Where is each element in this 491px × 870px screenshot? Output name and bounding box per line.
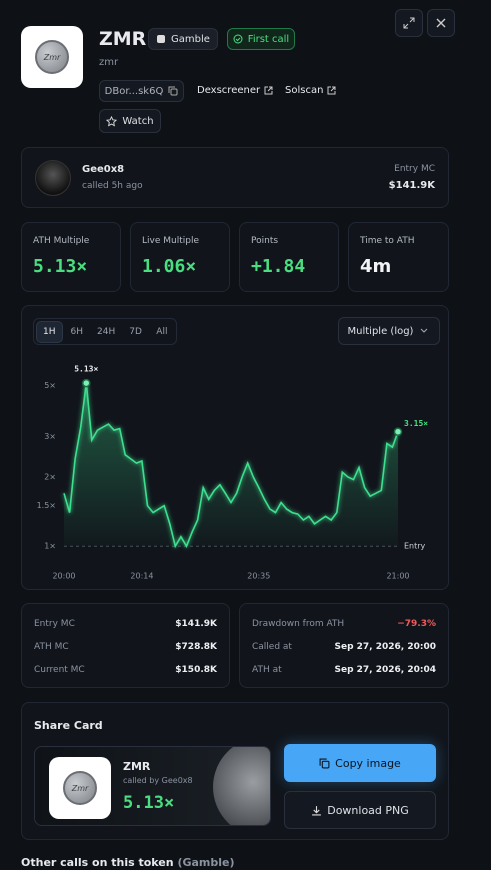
preview-sphere: [213, 747, 270, 825]
detail-row: Current MC $150.8K: [34, 662, 217, 678]
share-preview: Zmr ZMR called by Gee0x8 5.13×: [34, 746, 271, 826]
stat-value: 1.06×: [142, 256, 197, 277]
close-button[interactable]: [427, 9, 455, 37]
stat-label: ATH Multiple: [33, 236, 90, 246]
range-button[interactable]: All: [156, 326, 168, 337]
stat-card: Time to ATH 4m: [348, 222, 449, 292]
y-tick-label: 5×: [44, 381, 56, 390]
detail-label: ATH at: [252, 665, 282, 675]
y-tick-label: 3×: [44, 432, 56, 441]
detail-value: −79.3%: [397, 619, 436, 629]
preview-logo: Zmr: [49, 757, 111, 819]
caller-time: called 5h ago: [82, 181, 143, 191]
range-button[interactable]: 24H: [97, 326, 116, 337]
other-calls-text: Other calls on this token: [21, 856, 174, 869]
badge-text: Gamble: [171, 33, 210, 45]
detail-label: Current MC: [34, 665, 85, 675]
y-tick-label: 1×: [44, 542, 56, 551]
badge: First call: [227, 28, 295, 50]
detail-value: $141.9K: [175, 619, 217, 629]
detail-value: Sep 27, 2026, 20:00: [334, 642, 437, 652]
detail-label: Drawdown from ATH: [252, 619, 345, 629]
chart: 1× 1.5× 2× 3× 5× 20:00 20:14 20:35 21:00 Entry 5.1…: [37, 365, 429, 581]
detail-label: Called at: [252, 642, 292, 652]
range-button[interactable]: 1H: [36, 320, 63, 343]
stat-value: +1.84: [251, 256, 306, 277]
detail-value: $150.8K: [175, 665, 217, 675]
point-marker: [82, 378, 91, 388]
link[interactable]: Dexscreener: [197, 85, 273, 96]
range-button[interactable]: 7D: [129, 326, 142, 337]
x-tick-label: 20:14: [130, 572, 153, 581]
other-calls-tag: (Gamble): [177, 856, 235, 869]
download-text: Download PNG: [327, 803, 409, 817]
detail-value: Sep 27, 2026, 20:04: [334, 665, 437, 675]
value-label: 3.15×: [404, 419, 428, 428]
stat-card: Live Multiple 1.06×: [130, 222, 230, 292]
preview-name: ZMR: [123, 760, 151, 773]
copy-button[interactable]: Copy image: [284, 744, 436, 782]
download-button[interactable]: Download PNG: [284, 791, 436, 829]
logo-coin: Zmr: [63, 771, 97, 805]
detail-label: ATH MC: [34, 642, 69, 652]
entry-label: Entry MC: [394, 164, 435, 174]
value-label: 5.13×: [74, 365, 98, 374]
logo-coin: Zmr: [35, 40, 69, 74]
y-tick-label: 2×: [44, 473, 56, 482]
token-logo: Zmr: [21, 26, 83, 88]
range-button[interactable]: 6H: [70, 326, 84, 337]
x-tick-label: 21:00: [386, 572, 409, 581]
expand-button[interactable]: [395, 9, 423, 37]
badge: Gamble: [148, 28, 218, 50]
stat-label: Live Multiple: [142, 236, 199, 246]
detail-row: Called at Sep 27, 2026, 20:00: [252, 639, 436, 655]
entry-label: Entry: [404, 542, 426, 551]
address-chip[interactable]: DBor...sk6Q: [99, 80, 184, 102]
link-text: Solscan: [285, 85, 324, 96]
share-section: Share Card Zmr ZMR called by Gee0x8 5.13…: [21, 702, 449, 840]
point-marker: [393, 427, 403, 436]
badge-text: First call: [247, 33, 290, 45]
address: DBor...sk6Q: [104, 85, 164, 97]
line: [63, 382, 399, 549]
chart-card: 1H 6H 24H 7D All Multiple (log) 1× 1.5× 2× 3× 5×…: [21, 305, 449, 590]
stat-value: 4m: [360, 256, 392, 277]
token-title: ZMR: [99, 28, 147, 50]
detail-value: $728.8K: [175, 642, 217, 652]
stat-card: ATH Multiple 5.13×: [21, 222, 121, 292]
caller-avatar: [35, 160, 71, 196]
entry-value: $141.9K: [388, 180, 435, 191]
link-text: Dexscreener: [197, 85, 261, 96]
scale-dropdown[interactable]: Multiple (log): [338, 317, 440, 345]
scale-text: Multiple (log): [347, 325, 414, 337]
timing-card: Drawdown from ATH −79.3% Called at Sep 27, …: [239, 603, 449, 688]
link[interactable]: Solscan: [285, 85, 336, 96]
watch-button[interactable]: Watch: [99, 109, 161, 133]
detail-row: Drawdown from ATH −79.3%: [252, 616, 436, 632]
copy-text: Copy image: [335, 756, 401, 770]
other-calls-title: Other calls on this token (Gamble): [21, 856, 235, 869]
stat-card: Points +1.84: [239, 222, 339, 292]
area: [64, 383, 398, 547]
detail-label: Entry MC: [34, 619, 75, 629]
stat-value: 5.13×: [33, 256, 88, 277]
caller-card: Gee0x8 called 5h ago Entry MC $141.9K: [21, 147, 449, 208]
detail-row: ATH at Sep 27, 2026, 20:04: [252, 662, 436, 678]
range-selector: 1H 6H 24H 7D All: [33, 318, 177, 345]
x-tick-label: 20:00: [52, 572, 75, 581]
preview-multiple: 5.13×: [123, 793, 175, 813]
stat-label: Time to ATH: [360, 236, 415, 246]
market-card: Entry MC $141.9K ATH MC $728.8K Current MC $1…: [21, 603, 230, 688]
watch-text: Watch: [122, 115, 154, 127]
y-tick-label: 1.5×: [37, 501, 56, 510]
share-title: Share Card: [34, 719, 103, 732]
x-tick-label: 20:35: [247, 572, 270, 581]
preview-caller: called by Gee0x8: [123, 776, 193, 785]
ticker: zmr: [99, 57, 119, 68]
stat-label: Points: [251, 236, 279, 246]
caller-name: Gee0x8: [82, 164, 125, 175]
detail-row: ATH MC $728.8K: [34, 639, 217, 655]
detail-row: Entry MC $141.9K: [34, 616, 217, 632]
